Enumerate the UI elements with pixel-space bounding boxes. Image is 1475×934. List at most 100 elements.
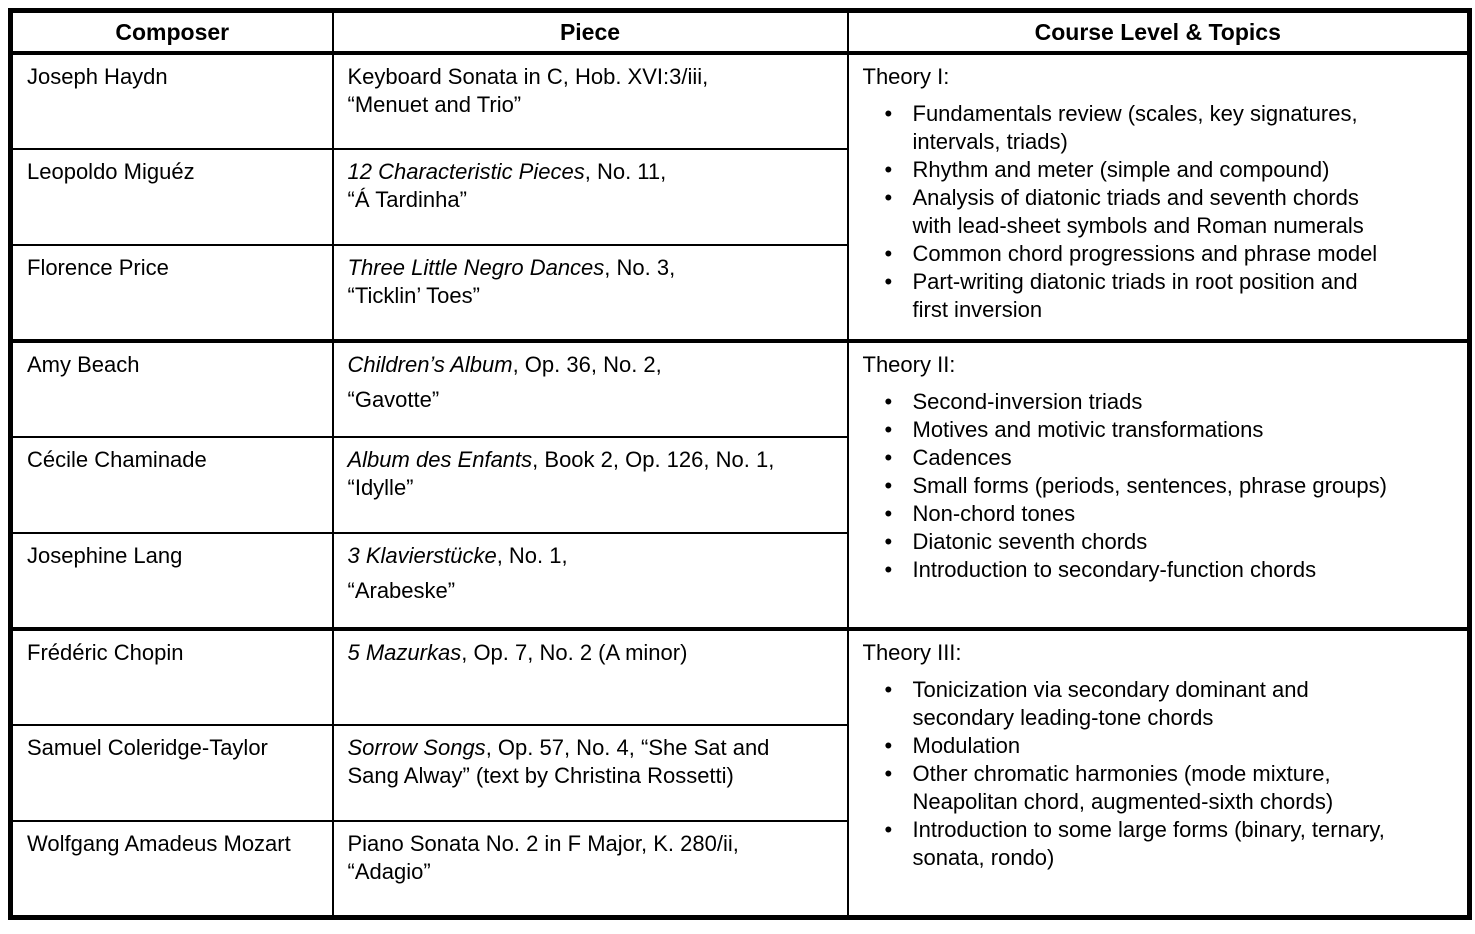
topic-text: Small forms (periods, sentences, phrase …	[912, 473, 1387, 498]
piece-line-1: 5 Mazurkas, Op. 7, No. 2 (A minor)	[348, 639, 839, 667]
piece-line-1: 3 Klavierstücke, No. 1,	[348, 542, 839, 570]
table-row: Wolfgang Amadeus Mozart Piano Sonata No.…	[9, 820, 1470, 918]
topic-text: Analysis of diatonic triads and seventh …	[912, 185, 1364, 238]
topic-text: Non-chord tones	[912, 501, 1076, 526]
topic-text: Part-writing diatonic triads in root pos…	[912, 269, 1358, 322]
topic-text: Other chromatic harmonies (mode mixture,…	[912, 761, 1334, 814]
topic-text: Fundamentals review (scales, key signatu…	[912, 101, 1358, 154]
piece-cell: 12 Characteristic Pieces, No. 11, “Á Tar…	[331, 148, 849, 246]
piece-rest: , Op. 7, No. 2 (A minor)	[461, 640, 688, 665]
topics-list: Second-inversion triads Motives and moti…	[863, 388, 1458, 584]
topic-item: Introduction to secondary-function chord…	[863, 556, 1458, 584]
piece-title-italic: 12 Characteristic Pieces	[347, 159, 585, 184]
composer-cell: Frédéric Chopin	[9, 627, 334, 726]
piece-rest: , Book 2, Op. 126, No. 1,	[532, 447, 775, 472]
table-row: Cécile Chaminade Album des Enfants, Book…	[9, 436, 1470, 534]
topic-item: Second-inversion triads	[863, 388, 1458, 416]
table-row: Josephine Lang 3 Klavierstücke, No. 1, “…	[9, 532, 1470, 630]
piece-line-2: “Gavotte”	[347, 387, 440, 412]
composer-cell: Florence Price	[9, 244, 334, 342]
piece-rest: , No. 3,	[604, 255, 676, 280]
table-row: Amy Beach Children’s Album, Op. 36, No. …	[9, 339, 1471, 630]
topic-item: Introduction to some large forms (binary…	[863, 816, 1458, 872]
piece-rest: Keyboard Sonata in C, Hob. XVI:3/iii,	[347, 64, 709, 89]
piece-line-1: Album des Enfants, Book 2, Op. 126, No. …	[348, 446, 839, 474]
composer-cell: Josephine Lang	[9, 532, 334, 630]
topic-item: Non-chord tones	[863, 500, 1458, 528]
topics-cell-theory-1: Theory I: Fundamentals review (scales, k…	[846, 51, 1471, 342]
piece-cell: 5 Mazurkas, Op. 7, No. 2 (A minor)	[331, 627, 849, 726]
piece-title-italic: Children’s Album	[347, 352, 513, 377]
topics-list: Tonicization via secondary dominant and …	[863, 676, 1458, 872]
piece-cell: Keyboard Sonata in C, Hob. XVI:3/iii, “M…	[331, 51, 849, 150]
column-header-composer: Composer	[9, 9, 334, 55]
piece-title-italic: Album des Enfants	[347, 447, 533, 472]
topic-text: Rhythm and meter (simple and compound)	[912, 157, 1330, 182]
table-row: Joseph Haydn Keyboard Sonata in C, Hob. …	[9, 51, 1471, 342]
topic-text: Second-inversion triads	[912, 389, 1143, 414]
topic-item: Small forms (periods, sentences, phrase …	[863, 472, 1458, 500]
table-row: Samuel Coleridge-Taylor Sorrow Songs, Op…	[9, 724, 1470, 822]
piece-title-italic: 3 Klavierstücke	[347, 543, 497, 568]
table-row: Florence Price Three Little Negro Dances…	[9, 244, 1470, 342]
topic-text: Common chord progressions and phrase mod…	[912, 241, 1378, 266]
piece-rest: , Op. 57, No. 4, “She Sat and Sang Alway…	[347, 735, 770, 788]
topic-item: Fundamentals review (scales, key signatu…	[863, 100, 1458, 156]
piece-title-italic: Three Little Negro Dances	[347, 255, 605, 280]
piece-title-italic: Sorrow Songs	[347, 735, 486, 760]
piece-rest: , Op. 36, No. 2,	[512, 352, 662, 377]
piece-line-2: “Adagio”	[347, 859, 431, 884]
piece-line-1: 12 Characteristic Pieces, No. 11,	[348, 158, 839, 186]
topic-text: Tonicization via secondary dominant and …	[912, 677, 1309, 730]
topic-item: Analysis of diatonic triads and seventh …	[863, 184, 1458, 240]
topic-item: Tonicization via secondary dominant and …	[863, 676, 1458, 732]
piece-cell: Album des Enfants, Book 2, Op. 126, No. …	[331, 436, 849, 534]
course-level-heading: Theory II:	[862, 352, 956, 377]
composer-cell: Cécile Chaminade	[9, 436, 334, 534]
topic-text: Introduction to secondary-function chord…	[912, 557, 1317, 582]
topic-text: Motives and motivic transformations	[912, 417, 1264, 442]
topic-item: Diatonic seventh chords	[863, 528, 1458, 556]
topic-item: Cadences	[863, 444, 1458, 472]
piece-rest: , No. 11,	[584, 159, 667, 184]
table-row: Frédéric Chopin 5 Mazurkas, Op. 7, No. 2…	[9, 627, 1471, 918]
piece-line-1: Piano Sonata No. 2 in F Major, K. 280/ii…	[348, 830, 839, 858]
column-header-piece: Piece	[331, 9, 849, 55]
piece-line-2: “Arabeske”	[347, 578, 456, 603]
topic-text: Diatonic seventh chords	[912, 529, 1148, 554]
column-header-course-topics: Course Level & Topics	[846, 9, 1471, 55]
piece-line-1: Sorrow Songs, Op. 57, No. 4, “She Sat an…	[348, 734, 839, 790]
topic-item: Part-writing diatonic triads in root pos…	[863, 268, 1458, 324]
piece-line-1: Children’s Album, Op. 36, No. 2,	[348, 351, 839, 379]
piece-line-1: Three Little Negro Dances, No. 3,	[348, 254, 839, 282]
piece-cell: 3 Klavierstücke, No. 1, “Arabeske”	[331, 532, 849, 630]
table-row: Leopoldo Miguéz 12 Characteristic Pieces…	[9, 148, 1470, 246]
piece-title-italic: 5 Mazurkas	[347, 640, 462, 665]
topic-item: Other chromatic harmonies (mode mixture,…	[863, 760, 1458, 816]
topic-item: Common chord progressions and phrase mod…	[863, 240, 1458, 268]
piece-line-2: “Menuet and Trio”	[347, 92, 522, 117]
topic-item: Motives and motivic transformations	[863, 416, 1458, 444]
composer-cell: Amy Beach	[9, 339, 334, 438]
piece-line-2: “Ticklin’ Toes”	[347, 283, 480, 308]
piece-rest: , No. 1,	[496, 543, 568, 568]
topic-text: Introduction to some large forms (binary…	[912, 817, 1385, 870]
header-row: Composer Piece Course Level & Topics	[9, 9, 1471, 55]
topics-cell-theory-3: Theory III: Tonicization via secondary d…	[846, 627, 1471, 918]
topics-list: Fundamentals review (scales, key signatu…	[863, 100, 1458, 324]
course-level-heading: Theory III:	[862, 640, 962, 665]
composer-cell: Samuel Coleridge-Taylor	[9, 724, 334, 822]
composer-cell: Wolfgang Amadeus Mozart	[9, 820, 334, 918]
composer-cell: Joseph Haydn	[9, 51, 334, 150]
piece-cell: Sorrow Songs, Op. 57, No. 4, “She Sat an…	[331, 724, 849, 822]
topic-text: Cadences	[912, 445, 1012, 470]
piece-line-2: “Á Tardinha”	[347, 187, 467, 212]
piece-line-2: “Idylle”	[347, 475, 414, 500]
topic-item: Modulation	[863, 732, 1458, 760]
piece-cell: Three Little Negro Dances, No. 3, “Tickl…	[331, 244, 849, 342]
topic-text: Modulation	[912, 733, 1021, 758]
topic-item: Rhythm and meter (simple and compound)	[863, 156, 1458, 184]
piece-line-1: Keyboard Sonata in C, Hob. XVI:3/iii,	[348, 63, 839, 91]
composer-cell: Leopoldo Miguéz	[9, 148, 334, 246]
course-repertoire-table: Composer Piece Course Level & Topics Jos…	[8, 8, 1472, 920]
